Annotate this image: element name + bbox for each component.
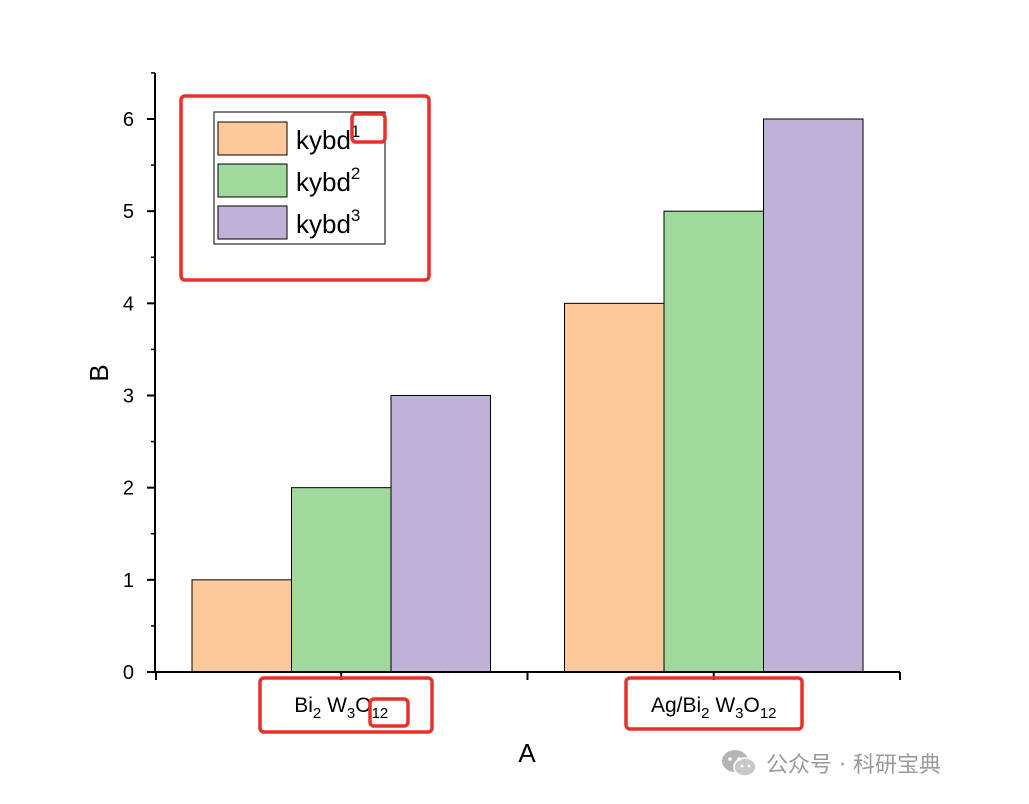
subscript-highlight-box [368, 697, 410, 728]
legend-swatch [217, 121, 288, 156]
x-category-label: Bi2 W3O12 [294, 694, 388, 722]
y-axis-title: B [84, 364, 114, 381]
legend: kybd1 kybd2 kybd3 [213, 111, 386, 245]
y-tick-label: 5 [123, 201, 134, 223]
bar [564, 302, 665, 673]
category-1-highlight-box [258, 676, 434, 734]
legend-label: kybd3 [296, 206, 360, 239]
bar [390, 395, 491, 673]
bar [763, 118, 864, 673]
y-tick-label: 4 [123, 293, 134, 315]
watermark-text: 公众号 · 科研宝典 [766, 753, 941, 778]
bar [291, 487, 392, 673]
y-tick-label: 6 [123, 109, 134, 131]
bars-group [191, 118, 864, 673]
legend-highlight-box [179, 94, 431, 282]
legend-swatch [217, 163, 288, 198]
watermark: 公众号 · 科研宝典 [720, 745, 941, 781]
category-2-highlight-box [624, 676, 804, 731]
y-tick-label: 1 [123, 570, 134, 592]
superscript-highlight-box [350, 112, 387, 144]
y-tick-label: 0 [123, 662, 134, 684]
bar [191, 579, 292, 673]
y-tick-label: 3 [123, 386, 134, 408]
x-category-label: Ag/Bi2 W3O12 [651, 694, 777, 722]
y-ticks-group: 0 1 2 3 4 5 6 [123, 72, 155, 684]
wechat-icon [722, 750, 757, 777]
bar [663, 210, 764, 673]
legend-label: kybd2 [296, 164, 360, 197]
legend-label: kybd1 [296, 122, 360, 155]
y-tick-label: 2 [123, 478, 134, 500]
x-ticks-group: Bi2 W3O12 Ag/Bi2 W3O12 [155, 672, 901, 722]
annotations-group [179, 94, 804, 734]
x-axis-title: A [518, 738, 536, 768]
legend-swatch [217, 205, 288, 240]
